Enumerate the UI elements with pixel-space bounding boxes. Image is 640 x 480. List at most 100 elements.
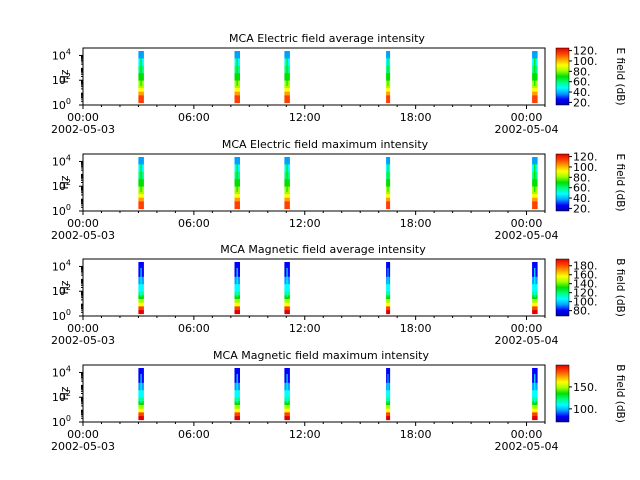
y-axis-label: Hz bbox=[58, 175, 71, 189]
panel-4: MCA Magnetic field maximum intensity 100 1… bbox=[51, 349, 626, 453]
colorbar-tick-label: 40. bbox=[573, 86, 591, 99]
x-tick-date: 2002-05-03 bbox=[51, 334, 115, 347]
x-tick-label: 18:00 bbox=[400, 217, 432, 230]
pass-cell bbox=[234, 299, 240, 303]
pass-cell bbox=[284, 157, 290, 161]
pass-cell bbox=[138, 302, 144, 307]
data-pass bbox=[284, 51, 290, 104]
colorbar-tick-label: 20. bbox=[573, 202, 591, 215]
x-tick-label: 00:00 bbox=[511, 428, 543, 441]
colorbar-tick-label: 100. bbox=[573, 296, 598, 309]
pass-cell bbox=[532, 299, 538, 303]
y-axis-label: Hz bbox=[58, 280, 71, 294]
data-pass bbox=[532, 51, 538, 104]
pass-cell bbox=[386, 295, 391, 300]
pass-cell bbox=[234, 405, 240, 409]
pass-cell bbox=[387, 57, 389, 86]
pass-cell bbox=[286, 57, 288, 86]
pass-cell bbox=[386, 401, 391, 406]
y-tick-label: 104 bbox=[52, 364, 71, 379]
pass-cell bbox=[234, 368, 240, 372]
pass-cell bbox=[138, 306, 144, 311]
pass-cell bbox=[138, 262, 144, 266]
pass-cell bbox=[532, 302, 538, 307]
colorbar-tick-label: 100. bbox=[573, 55, 598, 68]
pass-cell bbox=[532, 95, 538, 100]
pass-cell bbox=[286, 163, 288, 192]
data-pass bbox=[532, 368, 538, 421]
x-tick-label: 06:00 bbox=[178, 111, 210, 124]
y-tick-label: 102 bbox=[52, 389, 71, 404]
pass-cell bbox=[234, 262, 240, 266]
pass-cell bbox=[534, 163, 536, 192]
pass-cell bbox=[234, 157, 240, 161]
data-pass bbox=[138, 51, 144, 104]
pass-cell bbox=[386, 51, 391, 55]
pass-cell bbox=[138, 157, 144, 161]
pass-cell bbox=[284, 368, 290, 372]
pass-cell bbox=[234, 54, 240, 59]
pass-cell bbox=[386, 205, 391, 210]
x-tick-label: 18:00 bbox=[400, 322, 432, 335]
pass-cell bbox=[532, 197, 538, 202]
pass-cell bbox=[234, 201, 240, 206]
pass-cell bbox=[138, 99, 144, 104]
pass-cell bbox=[386, 371, 391, 376]
pass-cell bbox=[138, 51, 144, 55]
pass-cell bbox=[284, 412, 290, 417]
pass-cell bbox=[284, 295, 290, 300]
pass-cell bbox=[234, 302, 240, 307]
pass-cell bbox=[532, 401, 538, 406]
pass-cell bbox=[234, 194, 240, 198]
pass-cell bbox=[284, 197, 290, 202]
pass-cell bbox=[234, 265, 240, 270]
colorbar-label: B field (dB) bbox=[614, 258, 626, 317]
y-tick-label: 102 bbox=[52, 283, 71, 298]
pass-cell bbox=[386, 302, 391, 307]
x-tick-date: 2002-05-04 bbox=[495, 123, 559, 136]
pass-cell bbox=[284, 54, 290, 59]
y-tick-label: 104 bbox=[52, 47, 71, 62]
pass-cell bbox=[138, 401, 144, 406]
pass-cell bbox=[284, 160, 290, 165]
pass-cell bbox=[236, 57, 238, 86]
pass-cell bbox=[386, 299, 391, 303]
data-pass bbox=[386, 51, 391, 104]
x-tick-label: 00:00 bbox=[67, 428, 99, 441]
pass-cell bbox=[284, 95, 290, 100]
pass-cell bbox=[140, 374, 142, 403]
colorbar-tick-label: 80. bbox=[573, 171, 591, 184]
pass-cell bbox=[532, 54, 538, 59]
data-pass bbox=[284, 157, 290, 210]
pass-cell bbox=[286, 374, 288, 403]
x-tick-date: 2002-05-03 bbox=[51, 123, 115, 136]
pass-cell bbox=[284, 302, 290, 307]
pass-cell bbox=[138, 295, 144, 300]
colorbar-label: E field (dB) bbox=[614, 153, 626, 211]
pass-cell bbox=[386, 99, 391, 104]
pass-cell bbox=[284, 306, 290, 311]
pass-cell bbox=[284, 205, 290, 210]
pass-cell bbox=[532, 371, 538, 376]
pass-cell bbox=[138, 310, 144, 315]
y-tick-label: 104 bbox=[52, 258, 71, 273]
pass-cell bbox=[234, 160, 240, 165]
x-tick-label: 00:00 bbox=[67, 322, 99, 335]
data-pass bbox=[138, 368, 144, 421]
pass-cell bbox=[386, 306, 391, 311]
panel-title: MCA Magnetic field maximum intensity bbox=[213, 349, 429, 362]
x-tick-label: 00:00 bbox=[67, 111, 99, 124]
x-tick-label: 06:00 bbox=[178, 322, 210, 335]
pass-cell bbox=[387, 268, 389, 297]
colorbar-tick-label: 100. bbox=[573, 161, 598, 174]
pass-cell bbox=[284, 401, 290, 406]
colorbar-label: B field (dB) bbox=[614, 364, 626, 423]
pass-cell bbox=[284, 371, 290, 376]
colorbar-tick-label: 80. bbox=[573, 65, 591, 78]
pass-cell bbox=[284, 88, 290, 92]
panel-1: MCA Electric field average intensity 100 1… bbox=[51, 32, 626, 136]
pass-cell bbox=[532, 405, 538, 409]
x-tick-label: 00:00 bbox=[511, 111, 543, 124]
pass-cell bbox=[386, 54, 391, 59]
pass-cell bbox=[234, 412, 240, 417]
